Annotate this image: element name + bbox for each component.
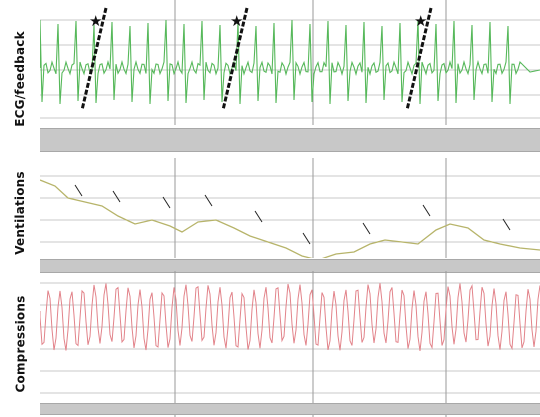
ventilation-arrow — [254, 210, 263, 223]
shock-marker-star: ★ — [414, 12, 427, 30]
ventilation-arrow — [362, 222, 371, 235]
ventilation-status-bar — [40, 259, 540, 273]
ecg-trace — [40, 19, 540, 105]
shock-marker: ★ — [221, 7, 249, 111]
ecg-waveform: ★ ★ ★ — [40, 0, 540, 125]
ventilation-trace — [40, 179, 540, 258]
ventilation-arrow — [74, 184, 83, 197]
ecg-panel: ★ ★ ★ — [40, 0, 540, 125]
shock-marker-star: ★ — [89, 12, 102, 30]
ventilation-arrow — [422, 204, 431, 217]
ecg-panel-label: ECG/feedback — [13, 31, 28, 127]
shock-marker-star: ★ — [230, 12, 243, 30]
ventilation-arrow — [302, 232, 311, 245]
compression-status-bar — [40, 403, 540, 415]
compression-panel-label: Compressions — [13, 295, 27, 393]
compression-trace — [40, 283, 540, 351]
ventilation-arrow — [502, 218, 511, 231]
compression-waveform — [40, 271, 540, 417]
ventilation-arrow — [204, 194, 213, 207]
shock-marker-line — [221, 7, 249, 111]
ventilation-panel — [40, 158, 540, 258]
ventilation-panel-label: Ventilations — [13, 171, 27, 255]
ventilation-arrow — [162, 196, 171, 209]
ventilation-arrow — [112, 190, 121, 203]
shock-marker-line — [405, 7, 433, 111]
ecg-status-bar — [40, 128, 540, 152]
ventilation-waveform — [40, 158, 540, 258]
compression-panel — [40, 271, 540, 417]
shock-marker: ★ — [80, 7, 108, 111]
shock-marker-line — [80, 7, 108, 111]
shock-marker: ★ — [405, 7, 433, 111]
